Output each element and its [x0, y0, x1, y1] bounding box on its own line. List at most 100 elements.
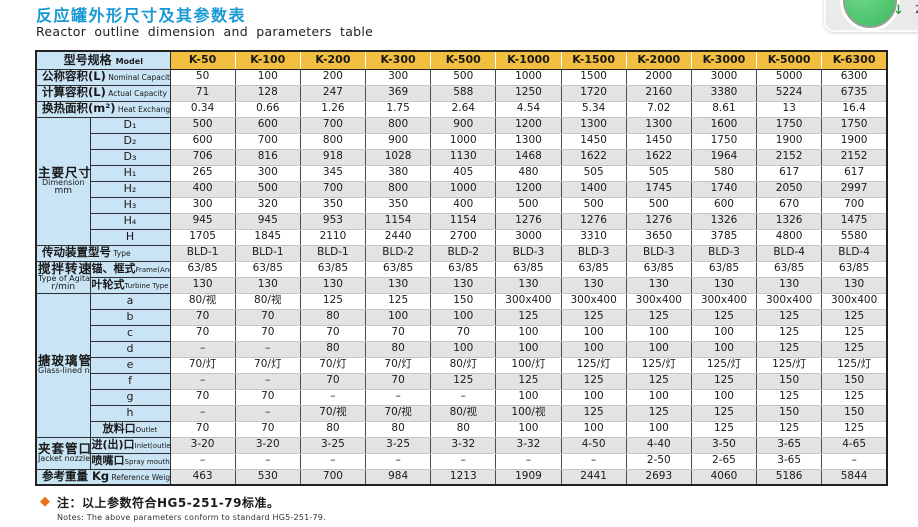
- value-cell: 130: [560, 276, 627, 294]
- value-cell: 3310: [560, 228, 627, 246]
- value-cell: –: [234, 404, 301, 422]
- value-cell: 3-20: [234, 436, 301, 454]
- value-cell: 3-65: [756, 436, 823, 454]
- value-cell: 1468: [495, 148, 562, 166]
- value-cell: –: [169, 404, 236, 422]
- value-cell: 70: [234, 388, 301, 406]
- model-header-cell: 型号规格 Model: [35, 50, 171, 70]
- table-row: h – –70/视 70/视 80/视 100/视 125 125 125 150 150: [36, 404, 888, 422]
- value-cell: 125: [821, 308, 888, 326]
- value-cell: 125/灯: [821, 356, 888, 374]
- footnote-cn: 注：以上参数符合HG5-251-79标准。: [57, 496, 280, 510]
- value-cell: 125: [625, 372, 692, 390]
- value-cell: 2441: [560, 468, 627, 486]
- row-label: 传动装置型号 Type: [35, 244, 171, 262]
- value-cell: 130: [430, 276, 497, 294]
- value-cell: 63/85: [821, 260, 888, 278]
- value-cell: 400: [430, 196, 497, 214]
- row-sublabel: H₄: [89, 212, 171, 230]
- value-cell: 4800: [756, 228, 823, 246]
- value-cell: 70/灯: [234, 356, 301, 374]
- value-cell: 945: [169, 212, 236, 230]
- row-label: 公称容积(L) Nominal Capacity: [35, 68, 171, 86]
- value-cell: –: [234, 452, 301, 470]
- value-cell: 130: [169, 276, 236, 294]
- value-cell: 900: [430, 116, 497, 134]
- value-cell: 125/灯: [690, 356, 758, 374]
- value-cell: 3650: [625, 228, 692, 246]
- status-circle-icon[interactable]: [843, 0, 897, 28]
- value-cell: 1450: [625, 132, 692, 150]
- value-cell: 350: [299, 196, 367, 214]
- value-cell: 1964: [690, 148, 758, 166]
- value-cell: 5844: [821, 468, 888, 486]
- value-cell: 128: [234, 84, 301, 102]
- row-sublabel: h: [89, 404, 171, 422]
- value-cell: 4-50: [560, 436, 627, 454]
- value-cell: 150: [821, 372, 888, 390]
- model-column-header: K-100: [234, 50, 301, 70]
- value-cell: 150: [756, 372, 823, 390]
- table-row: 搪玻璃管口Glass-lined nozzlea80/视80/视12512515…: [35, 292, 888, 438]
- value-cell: 100: [560, 388, 627, 406]
- value-cell: BLD-3: [560, 244, 627, 262]
- value-cell: 700: [299, 180, 367, 198]
- value-cell: 300: [169, 196, 236, 214]
- row-sublabel: H₂: [89, 180, 171, 198]
- value-cell: 1200: [495, 180, 562, 198]
- value-cell: 5000: [756, 68, 823, 86]
- value-cell: 505: [560, 164, 627, 182]
- value-cell: 63/85: [560, 260, 627, 278]
- value-cell: 100: [560, 324, 627, 342]
- value-cell: 125/灯: [756, 356, 823, 374]
- row-sublabel: 锚、框式Frame(Anchor)Type: [89, 260, 171, 278]
- value-cell: 1000: [495, 68, 562, 86]
- value-cell: 70: [169, 388, 236, 406]
- value-cell: 900: [365, 132, 432, 150]
- value-cell: 2-65: [690, 452, 758, 470]
- value-cell: 5580: [821, 228, 888, 246]
- value-cell: 70: [169, 324, 236, 342]
- value-cell: BLD-1: [234, 244, 301, 262]
- value-cell: –: [169, 340, 236, 358]
- row-sublabel: c: [89, 324, 171, 342]
- value-cell: 80: [299, 420, 367, 438]
- value-cell: 71: [169, 84, 236, 102]
- value-cell: 247: [299, 84, 367, 102]
- value-cell: 100/视: [495, 404, 562, 422]
- value-cell: –: [495, 452, 562, 470]
- value-cell: 1500: [560, 68, 627, 86]
- value-cell: 617: [756, 164, 823, 182]
- value-cell: 6735: [821, 84, 888, 102]
- table-row: H₁ 265 300 345 380 405 480 505 505 580 617 617: [36, 164, 888, 182]
- value-cell: 1.26: [299, 100, 367, 118]
- value-cell: 2160: [625, 84, 692, 102]
- table-row: H₄ 945 945 953 1154 1154 1276 1276 1276 1326 1326 1…: [36, 212, 888, 230]
- value-cell: 1000: [430, 132, 497, 150]
- table-row: 叶轮式Turbine Type 130 130 130 130 130 130 130 130 1…: [36, 276, 888, 294]
- value-cell: –: [560, 452, 627, 470]
- value-cell: 100: [560, 420, 627, 438]
- value-cell: 1600: [690, 116, 758, 134]
- value-cell: –: [234, 372, 301, 390]
- value-cell: 0.34: [169, 100, 236, 118]
- value-cell: 100: [690, 388, 758, 406]
- value-cell: 125: [756, 324, 823, 342]
- value-cell: 3000: [495, 228, 562, 246]
- table-row: d – –80 80 100 100 100 100 100 125 125: [36, 340, 888, 358]
- value-cell: 70/灯: [169, 356, 236, 374]
- value-cell: 1130: [430, 148, 497, 166]
- value-cell: 1845: [234, 228, 301, 246]
- value-cell: 918: [299, 148, 367, 166]
- value-cell: BLD-1: [169, 244, 236, 262]
- download-arrow-icon: ↓: [893, 3, 904, 18]
- value-cell: 4-40: [625, 436, 692, 454]
- value-cell: 3-65: [756, 452, 823, 470]
- value-cell: 700: [299, 468, 367, 486]
- value-cell: 5.34: [560, 100, 627, 118]
- table-row: D₂ 600 700 800 900 1000 1300 1450 1450 1750 1900 19…: [36, 132, 888, 150]
- value-cell: 463: [169, 468, 236, 486]
- value-cell: 125: [821, 340, 888, 358]
- value-cell: BLD-3: [690, 244, 758, 262]
